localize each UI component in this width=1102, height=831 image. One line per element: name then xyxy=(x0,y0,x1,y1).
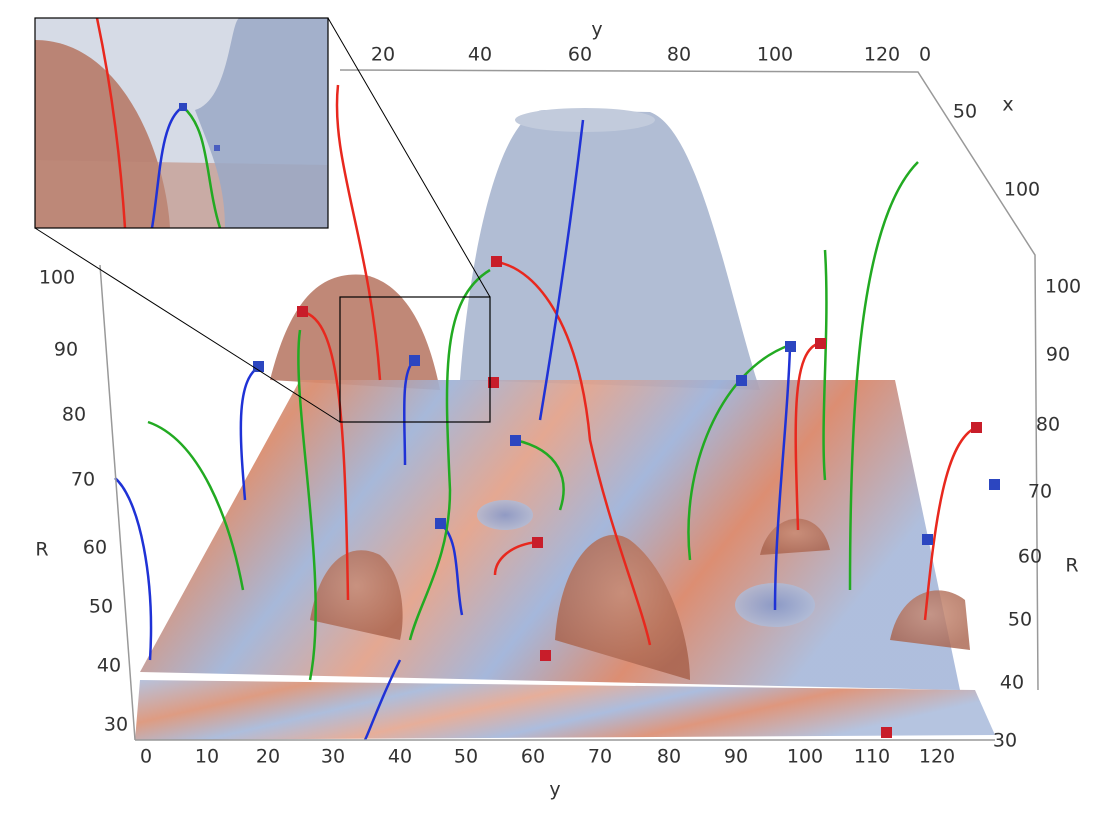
tick-label: 110 xyxy=(854,746,890,768)
blue-line xyxy=(773,345,792,611)
tick-label: 50 xyxy=(953,101,977,123)
tick-label: 50 xyxy=(89,596,113,618)
tick-label: 40 xyxy=(388,746,412,768)
tick-label: 90 xyxy=(54,339,78,361)
axis-frame xyxy=(99,264,995,741)
red-line xyxy=(794,341,821,531)
tick-label: 100 xyxy=(757,44,793,66)
warm-blob xyxy=(270,274,440,390)
tick-label: 40 xyxy=(97,655,121,677)
tick-label: 80 xyxy=(657,746,681,768)
tick-label: 0 xyxy=(919,44,931,66)
iso-surface-cap xyxy=(515,108,655,132)
tick-label: 80 xyxy=(1036,414,1060,436)
tick-label: 100 xyxy=(1004,179,1040,201)
axis-labels: y x R R y 20 40 60 80 100 120 0501001009080706… xyxy=(35,19,1081,801)
red-line xyxy=(335,84,382,381)
blue-line xyxy=(363,659,402,741)
tick-label: 70 xyxy=(71,469,95,491)
warm-blob xyxy=(555,534,690,680)
tick-label: 90 xyxy=(1046,344,1070,366)
green-line xyxy=(687,343,791,561)
red-line xyxy=(302,310,350,601)
inset-green-line xyxy=(182,106,222,229)
tick-label: 50 xyxy=(1008,609,1032,631)
blue-line xyxy=(239,365,260,501)
tick-label: 40 xyxy=(468,44,492,66)
tick-label: 80 xyxy=(667,44,691,66)
inset-seed xyxy=(179,103,187,111)
tick-label: 30 xyxy=(993,730,1017,752)
inset-surface xyxy=(195,18,328,228)
tick-label: 100 xyxy=(1045,276,1081,298)
tick-label: 100 xyxy=(39,267,75,289)
zoom-region xyxy=(339,296,491,423)
inset-red-line xyxy=(95,17,127,229)
axis-title: y xyxy=(549,779,560,801)
tick-label: 60 xyxy=(521,746,545,768)
tick-label: 30 xyxy=(104,714,128,736)
tick-label: 50 xyxy=(454,746,478,768)
blue-line xyxy=(538,119,585,421)
zoom-connector xyxy=(34,17,491,423)
tick-label: 80 xyxy=(62,404,86,426)
axis-title: y xyxy=(591,19,602,41)
green-line xyxy=(514,438,565,511)
blue-line xyxy=(114,477,153,661)
inset-seed xyxy=(214,145,220,151)
warm-blob xyxy=(310,550,403,640)
tick-label: 20 xyxy=(256,746,280,768)
tick-label: 70 xyxy=(1028,481,1052,503)
axis-title: R xyxy=(1065,555,1078,577)
red-line xyxy=(496,260,652,646)
tick-label: 120 xyxy=(864,44,900,66)
inset-frame xyxy=(34,17,329,229)
green-line xyxy=(408,268,491,641)
cool-blob xyxy=(477,500,533,530)
red-line xyxy=(493,540,538,576)
tick-label: 100 xyxy=(787,746,823,768)
tick-label: 30 xyxy=(321,746,345,768)
scene xyxy=(114,84,1000,741)
green-line xyxy=(848,161,919,591)
tick-label: 60 xyxy=(568,44,592,66)
green-line xyxy=(147,420,245,591)
axis-title: R xyxy=(35,539,48,561)
tick-label: 60 xyxy=(1018,546,1042,568)
iso-surface xyxy=(460,110,760,390)
green-line xyxy=(822,249,828,481)
lower-slice xyxy=(135,680,995,740)
warm-blob xyxy=(890,590,970,650)
inset-blue-line xyxy=(150,105,184,229)
axis-frame xyxy=(339,69,1039,691)
axis-title: x xyxy=(1002,94,1013,116)
axes xyxy=(99,69,1039,741)
tick-label: 70 xyxy=(588,746,612,768)
upper-slice xyxy=(140,380,960,690)
green-line xyxy=(297,329,317,681)
tick-label: 40 xyxy=(1000,672,1024,694)
tick-label: 0 xyxy=(140,746,152,768)
zoom-inset xyxy=(34,17,329,229)
red-line xyxy=(923,425,978,621)
seed-points xyxy=(253,256,1000,738)
tick-label: 90 xyxy=(724,746,748,768)
tick-label: 60 xyxy=(83,537,107,559)
tick-label: 10 xyxy=(195,746,219,768)
tick-label: 20 xyxy=(371,44,395,66)
tick-label: 120 xyxy=(919,746,955,768)
